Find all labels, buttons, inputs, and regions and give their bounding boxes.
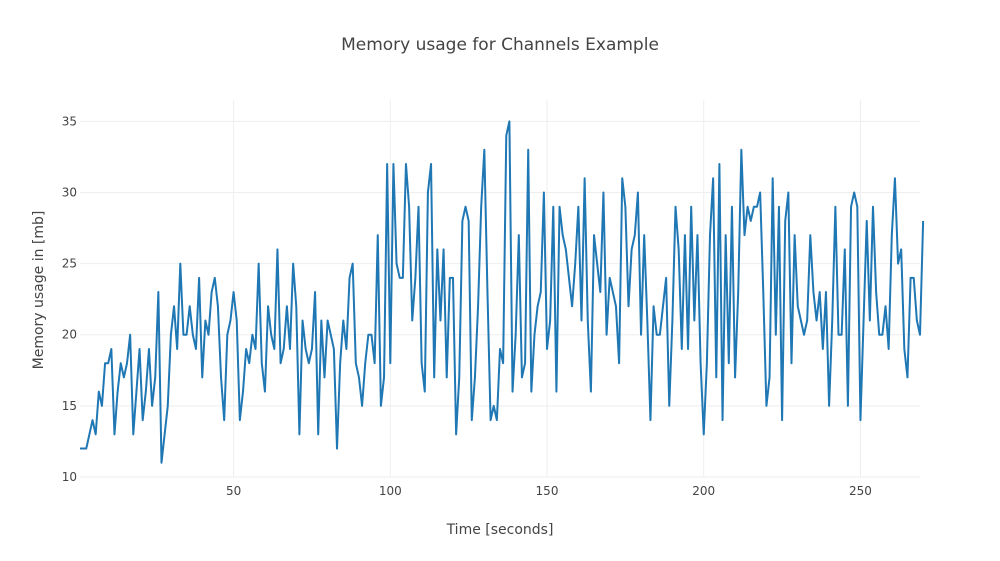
y-axis-title: Memory usage in [mb] <box>31 211 47 370</box>
x-tick-label: 50 <box>226 484 241 498</box>
x-axis-title: Time [seconds] <box>446 522 554 538</box>
x-tick-label: 200 <box>692 484 715 498</box>
x-tick-label: 250 <box>849 484 872 498</box>
series-line <box>80 120 925 464</box>
y-tick-label: 25 <box>62 257 77 271</box>
x-tick-label: 150 <box>536 484 559 498</box>
y-tick-label: 30 <box>62 185 77 199</box>
y-tick-label: 10 <box>62 470 77 484</box>
series-layer <box>80 120 925 464</box>
tick-layer: 10 15 20 25 30 35 50 100 150 200 250 <box>62 114 872 498</box>
y-tick-label: 35 <box>62 114 77 128</box>
y-tick-label: 15 <box>62 399 77 413</box>
y-tick-label: 20 <box>62 328 77 342</box>
chart-title: Memory usage for Channels Example <box>341 35 659 55</box>
x-tick-label: 100 <box>379 484 402 498</box>
